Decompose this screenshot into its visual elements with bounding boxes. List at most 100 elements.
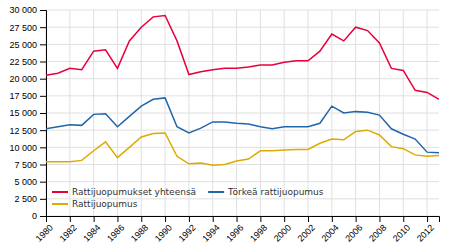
x-tick-label: 1994: [200, 222, 221, 243]
x-tick-label: 1990: [153, 222, 174, 243]
x-tick-mark: [165, 216, 166, 222]
y-tick-label: 12 500: [9, 126, 37, 136]
y-tick-label: 0: [32, 211, 37, 221]
x-tick-label: 1982: [57, 222, 78, 243]
x-tick: 1986: [105, 216, 126, 244]
y-tick: 27 500: [9, 23, 46, 33]
x-tick-mark: [332, 216, 333, 222]
x-tick-mark: [403, 216, 404, 222]
x-tick: 2008: [367, 216, 388, 244]
y-tick-label: 2 500: [14, 194, 37, 204]
plot: 1980198219841986198819901992199419961998…: [9, 5, 439, 243]
x-grid-line: [93, 10, 94, 216]
x-tick: 1984: [81, 216, 102, 244]
y-tick-label: 15 000: [9, 108, 37, 118]
y-tick-mark: [40, 113, 46, 114]
x-tick-mark: [237, 216, 238, 222]
grid: [46, 10, 439, 216]
x-grid-line: [236, 10, 237, 216]
x-grid-line: [212, 10, 213, 216]
y-tick-label: 10 000: [9, 143, 37, 153]
x-tick-label: 2004: [319, 222, 340, 243]
y-grid-line: [46, 147, 439, 148]
y-tick: 2 500: [14, 194, 46, 204]
x-tick-label: 1998: [248, 222, 269, 243]
y-tick-label: 17 500: [9, 91, 37, 101]
y-tick-mark: [40, 165, 46, 166]
x-tick-label: 2006: [343, 222, 364, 243]
y-tick-label: 27 500: [9, 23, 37, 33]
x-tick-label: 1996: [224, 222, 245, 243]
y-grid-line: [46, 61, 439, 62]
y-grid-line: [46, 95, 439, 96]
y-tick: 20 000: [9, 74, 46, 84]
x-grid-line: [165, 10, 166, 216]
y-tick-mark: [40, 199, 46, 200]
y-tick: 12 500: [9, 126, 46, 136]
y-grid-line: [46, 10, 439, 11]
y-grid-line: [46, 181, 439, 182]
x-tick: 1982: [57, 216, 78, 244]
y-axis-line: [40, 11, 47, 217]
y-tick: 22 500: [9, 57, 46, 67]
x-tick-label: 2002: [296, 222, 317, 243]
y-tick-mark: [40, 130, 46, 131]
y-axis: 0 2 500 5 000 7 500 10 000 12 500 15 000 17 500…: [9, 5, 46, 221]
legend: Rattijuopumukset yhteensä Törkeä rattijuo…: [52, 187, 324, 209]
y-tick-mark: [40, 62, 46, 63]
x-grid-line: [260, 10, 261, 216]
x-tick: 1998: [248, 216, 269, 244]
x-tick-mark: [427, 216, 428, 222]
x-tick-mark: [94, 216, 95, 222]
legend-swatch: [208, 191, 224, 193]
y-tick-label: 5 000: [14, 177, 37, 187]
y-tick-mark: [40, 79, 46, 80]
y-tick-label: 7 500: [14, 160, 37, 170]
x-tick-mark: [117, 216, 118, 222]
x-tick-label: 1984: [81, 222, 102, 243]
x-tick: 1992: [177, 216, 198, 244]
y-tick: 25 000: [9, 40, 46, 50]
x-tick-mark: [379, 216, 380, 222]
legend-swatch: [52, 203, 68, 205]
x-tick: 2010: [391, 216, 412, 244]
x-tick-label: 2012: [415, 222, 436, 243]
legend-label: Törkeä rattijuopumus: [227, 187, 324, 197]
x-grid-line: [308, 10, 309, 216]
x-grid-line: [355, 10, 356, 216]
x-tick-label: 2010: [391, 222, 412, 243]
legend-label: Rattijuopumus: [72, 199, 138, 209]
x-tick-mark: [141, 216, 142, 222]
y-grid-line: [46, 130, 439, 131]
x-tick: 2002: [296, 216, 317, 244]
y-tick: 15 000: [9, 108, 46, 118]
legend-item: Rattijuopumus: [52, 199, 138, 209]
x-grid-line: [427, 10, 428, 216]
y-tick-mark: [40, 44, 46, 45]
y-tick-mark: [40, 216, 46, 217]
legend-item: Rattijuopumukset yhteensä: [52, 187, 196, 197]
x-tick: 2006: [343, 216, 364, 244]
x-tick-label: 1992: [177, 222, 198, 243]
y-grid-line: [46, 164, 439, 165]
y-tick-mark: [40, 27, 46, 28]
x-tick-label: 1986: [105, 222, 126, 243]
x-tick: 1996: [224, 216, 245, 244]
y-tick-label: 22 500: [9, 57, 37, 67]
y-tick-mark: [40, 96, 46, 97]
x-tick: 1990: [153, 216, 174, 244]
x-tick-label: 2000: [272, 222, 293, 243]
y-grid-line: [46, 27, 439, 28]
x-grid-line: [284, 10, 285, 216]
y-grid-line: [46, 78, 439, 79]
legend-swatch: [52, 191, 68, 193]
x-tick-mark: [356, 216, 357, 222]
y-tick: 7 500: [14, 160, 46, 170]
x-grid-line: [117, 10, 118, 216]
y-tick: 30 000: [9, 5, 46, 15]
y-tick: 5 000: [14, 177, 46, 187]
x-tick-mark: [284, 216, 285, 222]
y-tick-label: 20 000: [9, 74, 37, 84]
x-tick-mark: [70, 216, 71, 222]
x-tick: 1994: [200, 216, 221, 244]
